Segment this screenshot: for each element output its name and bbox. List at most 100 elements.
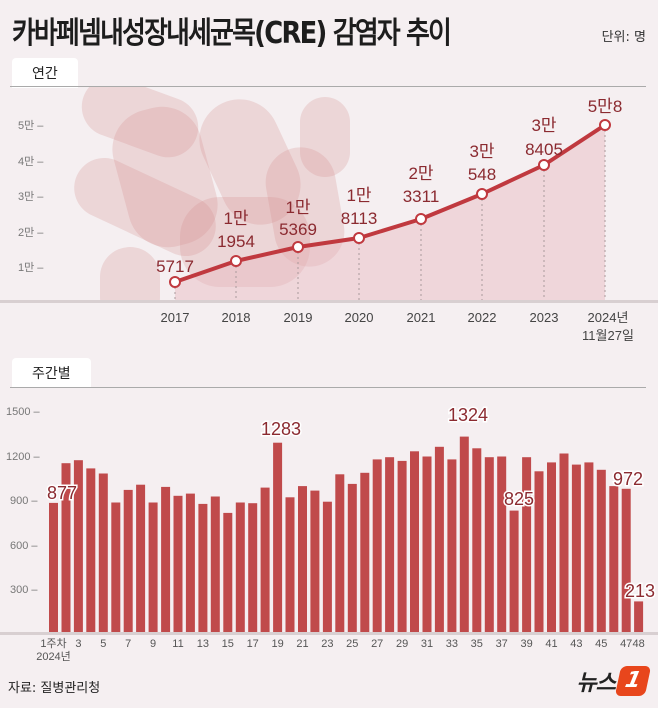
weekly-bar bbox=[571, 464, 581, 633]
svg-text:1주차: 1주차 bbox=[40, 637, 66, 650]
weekly-bar bbox=[559, 453, 569, 633]
weekly-bar bbox=[472, 448, 482, 633]
svg-text:23: 23 bbox=[321, 638, 333, 650]
weekly-bar bbox=[397, 460, 407, 633]
svg-text:2023: 2023 bbox=[530, 310, 559, 325]
weekly-bar bbox=[248, 503, 258, 633]
svg-text:1324: 1324 bbox=[448, 405, 488, 425]
svg-text:1만: 1만 bbox=[346, 186, 371, 205]
svg-text:5만8: 5만8 bbox=[588, 97, 623, 116]
weekly-bar bbox=[98, 473, 108, 633]
svg-text:2021: 2021 bbox=[407, 310, 436, 325]
svg-text:1500 –: 1500 – bbox=[6, 406, 41, 418]
weekly-bar bbox=[484, 457, 494, 633]
weekly-bar bbox=[422, 456, 432, 633]
weekly-bar bbox=[136, 484, 146, 633]
weekly-bar bbox=[322, 501, 332, 633]
annual-y-axis: 5만 – 4만 – 3만 – 2만 – 1만 – bbox=[18, 119, 44, 274]
weekly-bar bbox=[111, 502, 121, 633]
weekly-bar bbox=[459, 436, 469, 633]
svg-text:3만: 3만 bbox=[531, 116, 556, 135]
svg-text:37: 37 bbox=[496, 638, 508, 650]
svg-text:21: 21 bbox=[296, 638, 308, 650]
weekly-bar bbox=[621, 488, 631, 633]
svg-text:2018: 2018 bbox=[222, 310, 251, 325]
weekly-bar bbox=[210, 496, 220, 633]
svg-text:300 –: 300 – bbox=[10, 584, 38, 596]
weekly-bar bbox=[410, 451, 419, 633]
svg-text:33: 33 bbox=[446, 638, 458, 650]
svg-text:1283: 1283 bbox=[261, 419, 301, 439]
weekly-bar bbox=[447, 459, 457, 633]
svg-text:29: 29 bbox=[396, 638, 408, 650]
weekly-bar bbox=[49, 502, 58, 633]
weekly-bar bbox=[434, 446, 444, 633]
annual-points bbox=[169, 119, 611, 288]
tab-annual: 연간 bbox=[12, 58, 78, 88]
weekly-bar bbox=[634, 601, 644, 633]
svg-text:48: 48 bbox=[632, 638, 644, 650]
svg-text:11월27일: 11월27일 bbox=[582, 328, 634, 343]
chart-title: 카바페넴내성장내세균목(CRE) 감염자 추이 bbox=[12, 16, 452, 51]
weekly-bar bbox=[123, 489, 133, 633]
svg-text:19: 19 bbox=[271, 638, 283, 650]
weekly-bar bbox=[173, 495, 183, 633]
svg-text:825: 825 bbox=[504, 489, 534, 509]
weekly-bar bbox=[285, 497, 295, 633]
weekly-bar bbox=[61, 463, 71, 633]
annual-data-labels: 5717 1만 1954 1만 5369 1만 8113 2만 3311 3만 548 3… bbox=[156, 97, 622, 276]
weekly-bar bbox=[522, 457, 532, 633]
svg-text:8113: 8113 bbox=[341, 209, 378, 228]
weekly-bar bbox=[596, 469, 606, 633]
svg-text:15: 15 bbox=[222, 638, 234, 650]
weekly-bar bbox=[360, 472, 370, 633]
svg-text:31: 31 bbox=[421, 638, 433, 650]
svg-text:3만: 3만 bbox=[469, 142, 494, 161]
svg-text:41: 41 bbox=[545, 638, 557, 650]
weekly-y-axis: 1500 – 1200 – 900 – 600 – 300 – bbox=[6, 406, 41, 596]
svg-text:2017: 2017 bbox=[161, 310, 190, 325]
annual-line bbox=[174, 123, 607, 284]
weekly-bar bbox=[547, 462, 556, 633]
svg-text:2만 –: 2만 – bbox=[18, 226, 44, 239]
svg-text:2020: 2020 bbox=[345, 310, 374, 325]
news1-logo: 뉴스 1 bbox=[576, 665, 652, 697]
svg-text:1954: 1954 bbox=[217, 232, 255, 251]
svg-text:47: 47 bbox=[620, 638, 632, 650]
svg-text:3만 –: 3만 – bbox=[18, 190, 44, 203]
weekly-bar bbox=[497, 456, 507, 633]
svg-text:548: 548 bbox=[468, 165, 496, 184]
svg-text:8405: 8405 bbox=[525, 140, 563, 159]
logo-mark-icon: 1 bbox=[614, 666, 652, 696]
svg-text:45: 45 bbox=[595, 638, 607, 650]
weekly-bar bbox=[335, 474, 345, 633]
annual-x-axis: 2017 2018 2019 2020 2021 2022 2023 2024년 11월27… bbox=[161, 310, 634, 343]
svg-text:39: 39 bbox=[520, 638, 532, 650]
svg-text:2만: 2만 bbox=[408, 164, 433, 183]
weekly-bar bbox=[509, 510, 519, 633]
weekly-bars bbox=[49, 436, 644, 634]
svg-text:5만 –: 5만 – bbox=[18, 119, 44, 132]
weekly-bar bbox=[223, 512, 233, 634]
weekly-bar bbox=[385, 457, 395, 633]
svg-text:43: 43 bbox=[570, 638, 582, 650]
weekly-bar bbox=[298, 486, 307, 633]
weekly-data-labels: 877 1283 1324 825 972 213 bbox=[45, 404, 656, 603]
weekly-divider bbox=[10, 387, 646, 388]
svg-text:5: 5 bbox=[100, 638, 106, 650]
weekly-bar bbox=[584, 462, 594, 633]
logo-text: 뉴스 bbox=[576, 671, 616, 696]
source-label: 자료: 질병관리청 bbox=[8, 681, 101, 696]
svg-text:35: 35 bbox=[471, 638, 483, 650]
svg-text:2024년: 2024년 bbox=[36, 650, 71, 663]
unit-label: 단위: 명 bbox=[601, 30, 646, 45]
svg-text:1만: 1만 bbox=[223, 209, 248, 228]
weekly-bar bbox=[534, 471, 544, 633]
weekly-bar bbox=[273, 442, 283, 633]
svg-text:1만: 1만 bbox=[285, 198, 310, 217]
weekly-bar bbox=[198, 503, 208, 633]
svg-text:2019: 2019 bbox=[284, 310, 313, 325]
svg-text:972: 972 bbox=[613, 469, 643, 489]
weekly-bar bbox=[347, 483, 357, 633]
